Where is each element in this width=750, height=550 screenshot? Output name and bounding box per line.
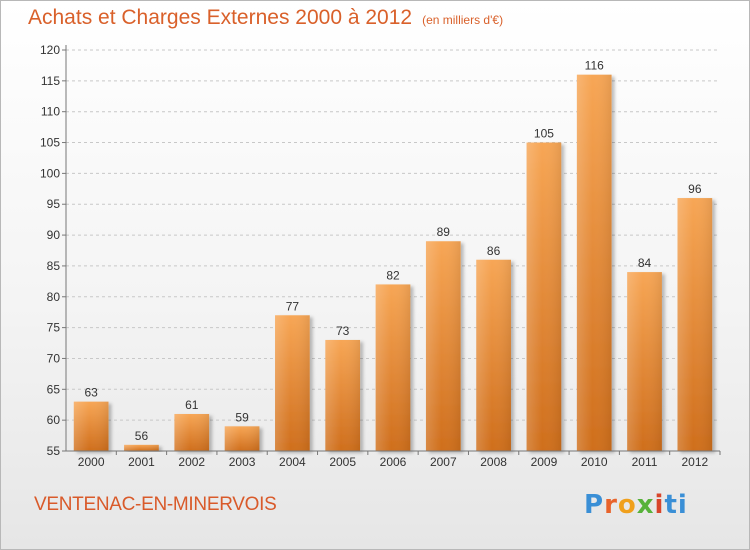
- bar-shine: [677, 198, 713, 451]
- logo-letter: r: [604, 490, 618, 520]
- y-tick-label: 65: [47, 382, 61, 396]
- data-label: 56: [135, 429, 149, 443]
- commune-name: VENTENAC-EN-MINERVOIS: [34, 494, 277, 515]
- x-tick-label: 2002: [178, 455, 205, 469]
- bars: [73, 74, 713, 452]
- bar-group: [375, 284, 411, 451]
- x-tick-label: 2001: [128, 455, 155, 469]
- chart-title-row: Achats et Charges Externes 2000 à 2012 (e…: [28, 6, 503, 30]
- logo-letter: i: [654, 490, 665, 520]
- x-tick-label: 2009: [531, 455, 558, 469]
- bar-shine: [224, 426, 260, 451]
- bar-shine: [124, 444, 159, 451]
- y-tick-label: 95: [47, 197, 61, 211]
- bar-shine: [275, 315, 310, 451]
- data-label: 61: [185, 398, 199, 412]
- bar-shine: [476, 259, 511, 451]
- data-label: 63: [84, 386, 98, 400]
- y-tick-label: 120: [40, 43, 60, 57]
- x-tick-label: 2010: [581, 455, 608, 469]
- y-tick-label: 105: [40, 136, 60, 150]
- data-label: 73: [336, 324, 350, 338]
- bar-shine: [325, 339, 361, 451]
- x-tick-label: 2011: [632, 455, 658, 469]
- bar-shine: [627, 272, 662, 451]
- bar-shine: [73, 401, 109, 451]
- data-labels: 63 56 61 59 77 73 82 89 86 105 116 84 96: [84, 59, 701, 443]
- x-tick-label: 2003: [229, 455, 256, 469]
- y-tick-label: 85: [47, 259, 61, 273]
- y-tick-label: 80: [47, 290, 61, 304]
- x-tick-label: 2007: [430, 455, 457, 469]
- data-label: 82: [386, 268, 400, 282]
- bar-group: [224, 426, 260, 451]
- bar-group: [476, 259, 511, 451]
- data-label: 116: [585, 59, 604, 73]
- bar-group: [275, 315, 310, 451]
- bar-group: [124, 444, 159, 451]
- chart-unit: (en milliers d'€): [422, 13, 504, 27]
- logo-letter: t: [664, 490, 678, 520]
- bar-group: [526, 142, 562, 452]
- bar-shine: [576, 74, 612, 451]
- y-tick-label: 90: [47, 228, 61, 242]
- bar-group: [73, 401, 109, 451]
- logo-letter: o: [617, 490, 637, 520]
- bar-shine: [174, 413, 210, 451]
- bar-shine: [375, 284, 411, 451]
- x-tick-label: 2005: [329, 455, 356, 469]
- chart-title: Achats et Charges Externes 2000 à 2012: [28, 6, 413, 29]
- logo-letter: i: [677, 490, 688, 520]
- x-tick-label: 2006: [380, 455, 407, 469]
- x-tick-label: 2012: [681, 455, 708, 469]
- y-tick-label: 75: [47, 321, 61, 335]
- axes: 55 60 65 70 75 80 85 90 95 100 105 110 115 120 2000 200…: [40, 43, 721, 469]
- bar-group: [174, 413, 210, 451]
- y-tick-label: 115: [41, 74, 60, 88]
- y-tick-label: 55: [47, 444, 61, 458]
- bar-group: [627, 272, 662, 451]
- bar-group: [576, 74, 612, 451]
- data-label: 105: [534, 127, 554, 141]
- logo-letter: P: [584, 490, 605, 520]
- data-label: 89: [437, 225, 451, 239]
- bar-group: [425, 241, 461, 451]
- x-tick-label: 2008: [480, 455, 507, 469]
- x-tick-label: 2000: [78, 455, 105, 469]
- bar-shine: [425, 241, 461, 451]
- x-tick-label: 2004: [279, 455, 306, 469]
- logo-letter: x: [636, 490, 655, 520]
- bar-group: [677, 198, 713, 451]
- y-tick-label: 60: [47, 413, 61, 427]
- data-label: 84: [638, 256, 652, 270]
- data-label: 86: [487, 244, 501, 258]
- data-label: 96: [688, 182, 702, 196]
- data-label: 59: [235, 410, 249, 424]
- proxiti-logo: Proxiti: [584, 490, 688, 520]
- data-label: 77: [286, 299, 300, 313]
- y-tick-label: 100: [40, 166, 60, 180]
- y-tick-label: 70: [47, 351, 61, 365]
- y-tick-label: 110: [41, 105, 60, 119]
- bar-shine: [526, 142, 562, 452]
- bar-group: [325, 339, 361, 451]
